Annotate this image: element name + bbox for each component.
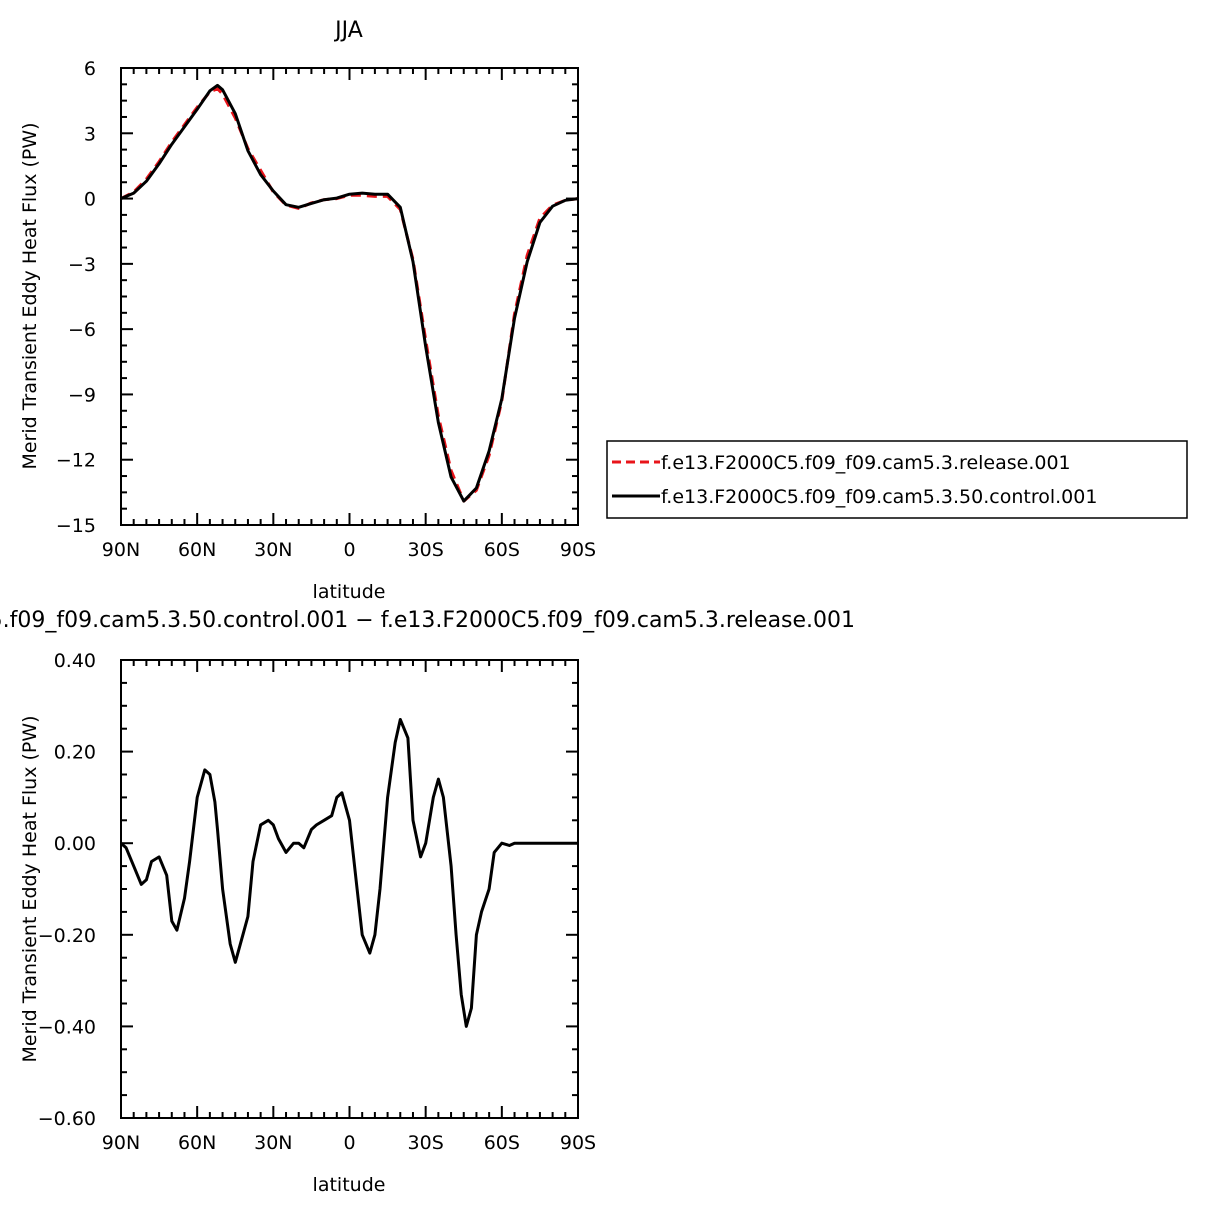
top-x-tick-label: 60N	[178, 539, 216, 561]
top-x-tick-label: 0	[343, 539, 355, 561]
top-y-tick-label: −12	[56, 450, 96, 472]
bottom-y-tick-label: −0.40	[38, 1016, 96, 1038]
bottom-y-axis-title: Merid Transient Eddy Heat Flux (PW)	[19, 715, 41, 1062]
top-x-tick-label: 30S	[408, 539, 444, 561]
bottom-y-tick-label: 0.40	[54, 650, 96, 672]
top-panel: JJA Merid Transient Eddy Heat Flux (PW) …	[19, 18, 1188, 603]
bottom-series-line-0	[121, 718, 578, 1028]
top-x-tick-label: 60S	[484, 539, 520, 561]
bottom-chart-title: f.e13.F2000C5.f09_f09.cam5.3.50.control.…	[0, 608, 855, 633]
bottom-x-tick-label: 90N	[102, 1132, 140, 1154]
bottom-plot-area: 90N 60N 30N 0 30S 60S 90S 0.40 0.20 0.00 −0.20 −0.4…	[38, 650, 596, 1154]
bottom-x-tick-label: 0	[343, 1132, 355, 1154]
top-y-tick-label: 0	[84, 189, 96, 211]
top-x-tick-label: 90N	[102, 539, 140, 561]
top-y-tick-label: −6	[68, 319, 96, 341]
bottom-panel: f.e13.F2000C5.f09_f09.cam5.3.50.control.…	[0, 608, 855, 1196]
top-series-group	[121, 83, 578, 503]
top-y-tick-label: −9	[68, 384, 96, 406]
bottom-x-axis-title: latitude	[313, 1174, 386, 1196]
bottom-y-tick-label: −0.20	[38, 925, 96, 947]
top-x-axis-title: latitude	[313, 581, 386, 603]
bottom-y-tick-label: −0.60	[38, 1108, 96, 1130]
legend-label-control: f.e13.F2000C5.f09_f09.cam5.3.50.control.…	[661, 486, 1097, 508]
bottom-series-group	[121, 718, 578, 1028]
top-x-tick-label: 30N	[254, 539, 292, 561]
legend-box	[606, 440, 1188, 519]
bottom-x-tick-label: 30S	[408, 1132, 444, 1154]
top-chart-title: JJA	[333, 18, 363, 43]
legend: f.e13.F2000C5.f09_f09.cam5.3.release.001…	[606, 440, 1188, 519]
top-plot-frame	[120, 67, 579, 526]
top-plot-area: 90N 60N 30N 0 30S 60S 90S 6 3 0 −3 −6 −9 −12 −15	[56, 58, 596, 561]
top-x-tick-label: 90S	[560, 539, 596, 561]
bottom-x-tick-label: 30N	[254, 1132, 292, 1154]
bottom-plot-frame	[120, 659, 579, 1119]
top-y-tick-label: −3	[68, 254, 96, 276]
bottom-y-tick-label: 0.00	[54, 833, 96, 855]
top-series-line-0	[121, 87, 578, 503]
bottom-x-tick-label: 60N	[178, 1132, 216, 1154]
top-series-line-1	[121, 83, 578, 503]
top-y-tick-label: −15	[56, 515, 96, 537]
legend-label-release: f.e13.F2000C5.f09_f09.cam5.3.release.001	[661, 452, 1071, 474]
bottom-y-tick-label: 0.20	[54, 742, 96, 764]
top-y-tick-label: 3	[84, 123, 96, 145]
top-y-tick-label: 6	[84, 58, 96, 80]
bottom-x-tick-label: 60S	[484, 1132, 520, 1154]
bottom-x-tick-label: 90S	[560, 1132, 596, 1154]
top-y-axis-title: Merid Transient Eddy Heat Flux (PW)	[19, 122, 41, 469]
